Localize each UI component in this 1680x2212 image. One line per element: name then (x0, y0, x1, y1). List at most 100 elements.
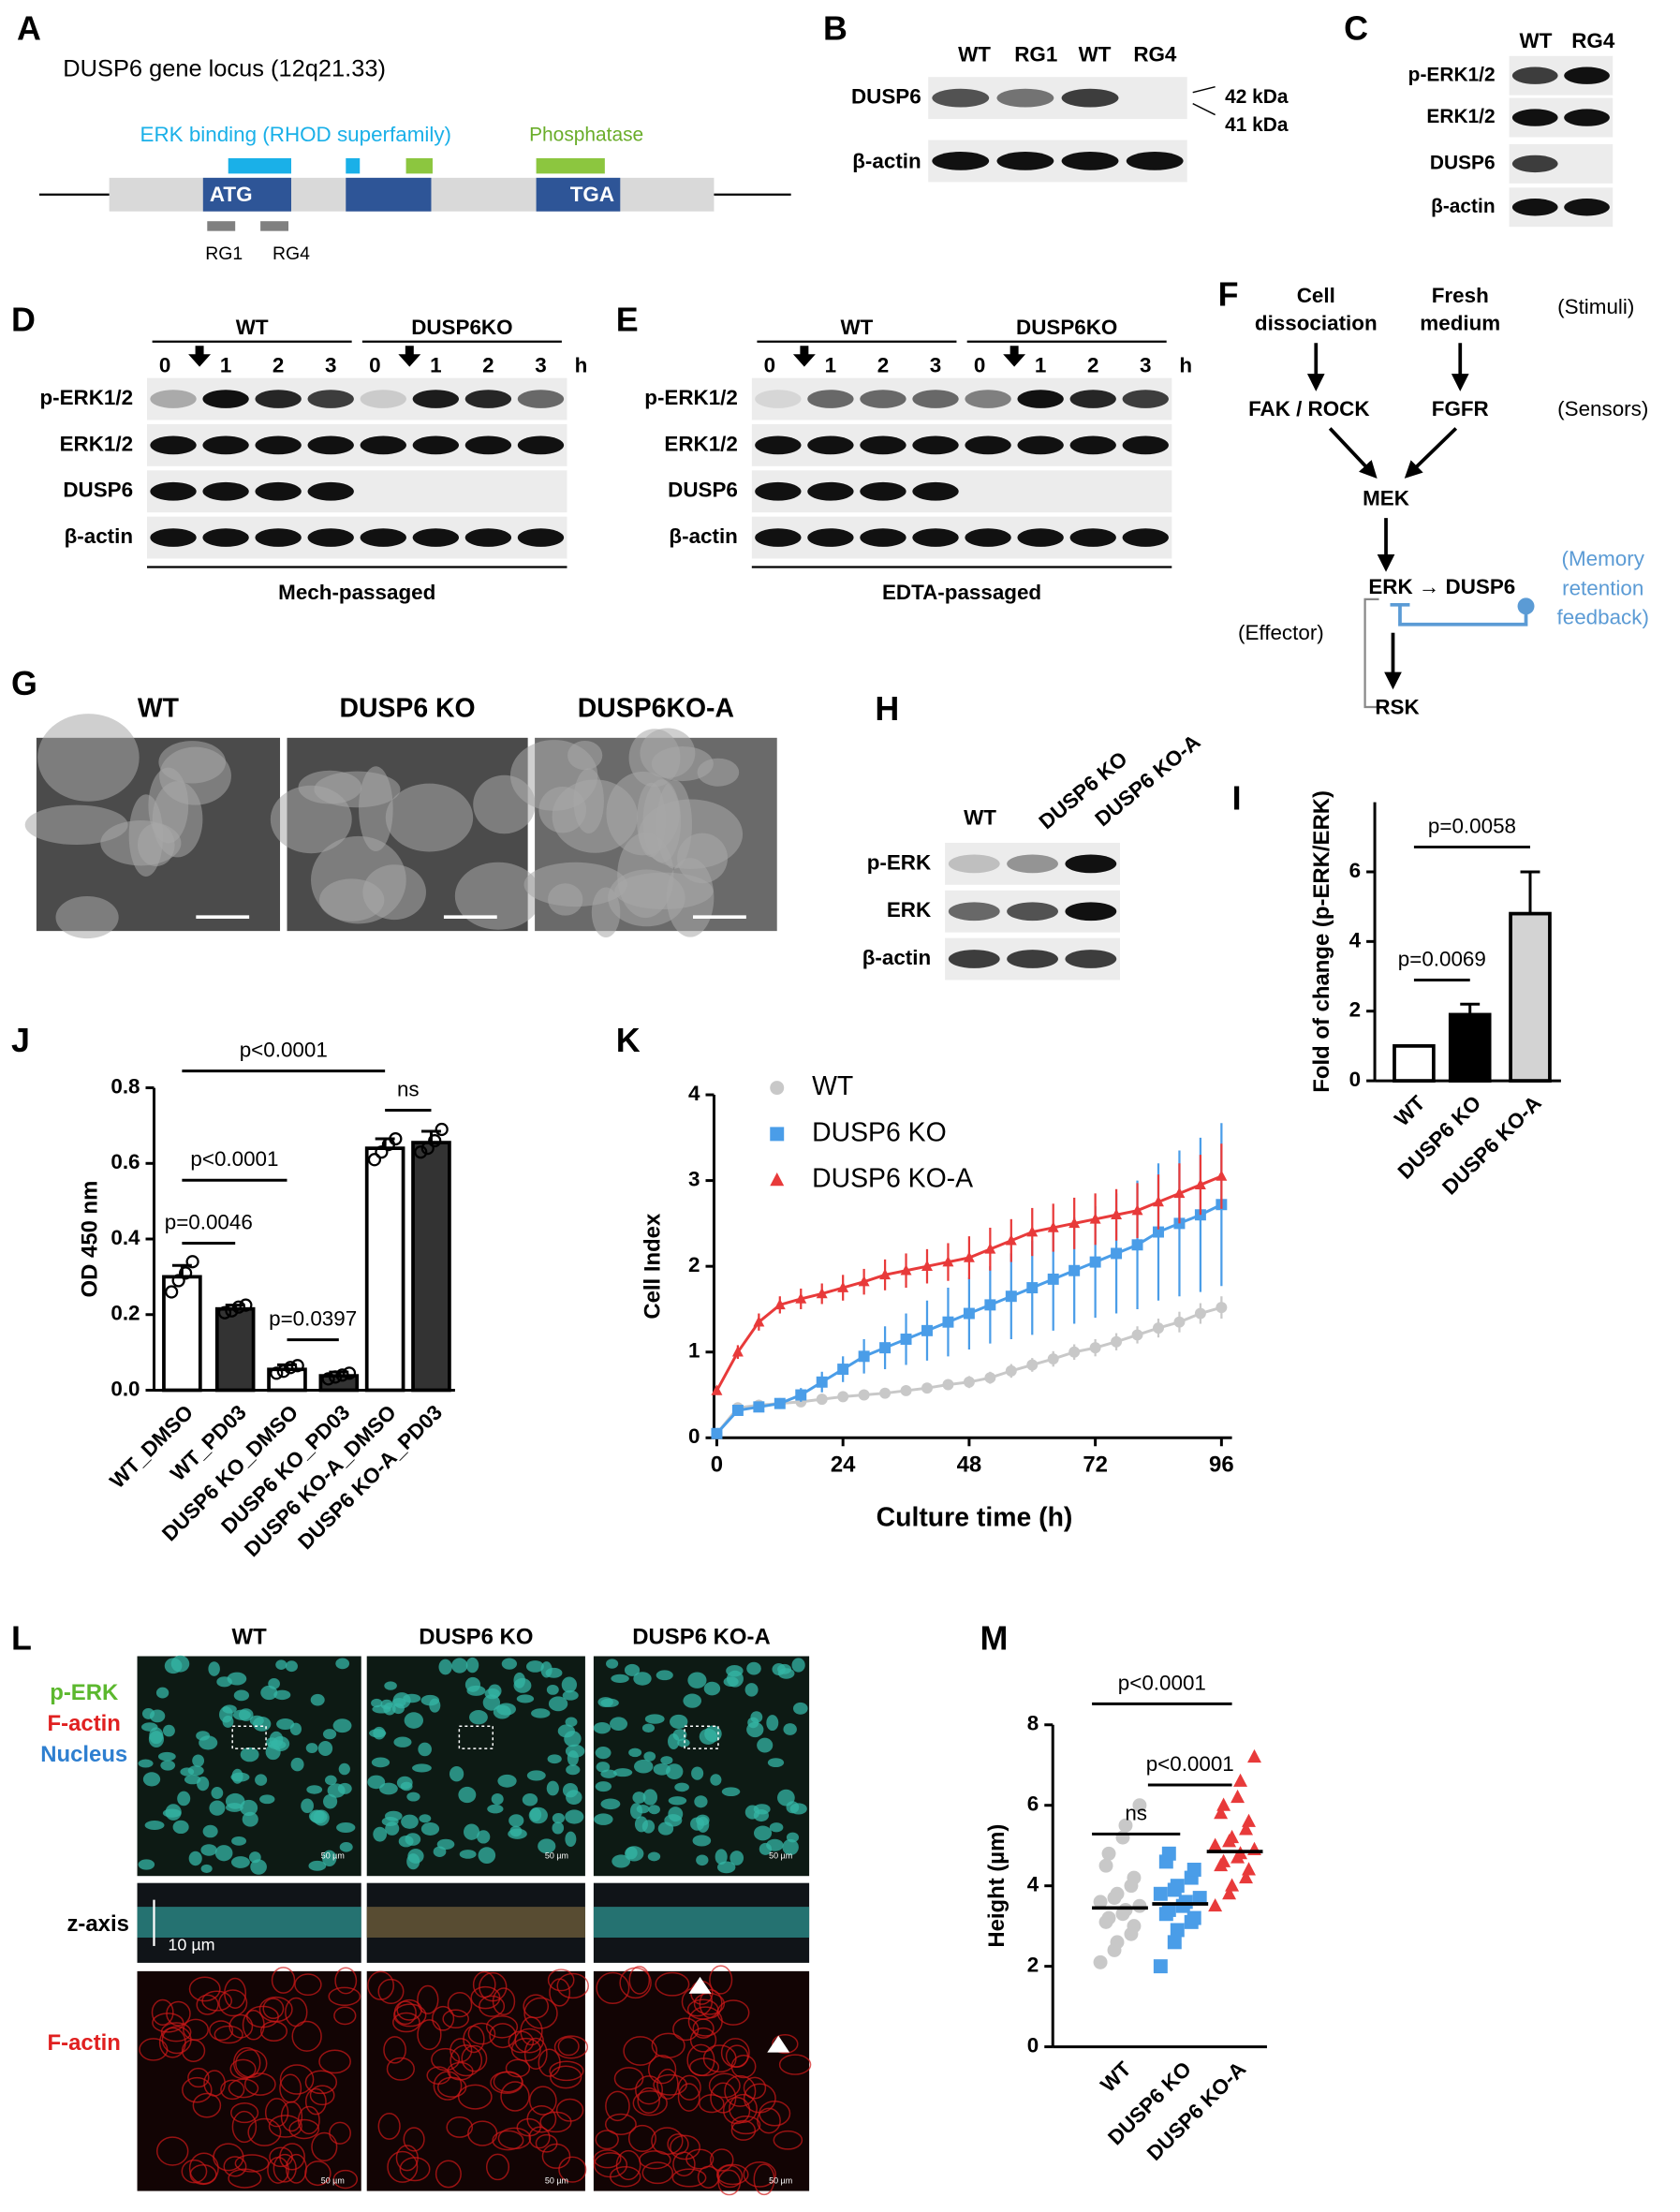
panel-label: B (823, 9, 847, 47)
marker (1111, 1208, 1123, 1220)
blot-band (517, 390, 565, 408)
marker (1170, 1879, 1185, 1894)
label: h (1179, 354, 1192, 377)
marker (1101, 1910, 1116, 1925)
marker (1005, 1364, 1017, 1377)
nucleus (522, 1792, 538, 1806)
nucleus (164, 1658, 183, 1674)
nucleus (138, 1759, 154, 1768)
marker (1005, 1234, 1017, 1246)
actin-cell (596, 1971, 630, 2005)
blot-band (755, 481, 802, 501)
marker (753, 1316, 765, 1327)
nucleus (783, 1723, 797, 1735)
panel-label: A (17, 9, 41, 47)
blot-band (517, 435, 565, 455)
actin-cell (715, 2163, 749, 2186)
dotted-roi (231, 1725, 267, 1749)
nucleus (230, 1856, 250, 1868)
nucleus (484, 1688, 500, 1700)
label: p-ERK1/2 (39, 386, 133, 409)
blot-band (1065, 950, 1117, 968)
actin-cell (553, 2035, 589, 2059)
panel-label: I (1232, 780, 1242, 818)
actin-cell (708, 2072, 741, 2099)
blot-band (932, 152, 990, 170)
x-axis-label: Culture time (h) (877, 1503, 1073, 1533)
marker (1110, 1935, 1125, 1950)
nucleus (566, 1790, 582, 1805)
actin-cell (528, 2126, 551, 2149)
blot-band (965, 390, 1011, 408)
label: 50 µm (321, 2175, 345, 2185)
x-tick-label: 96 (1209, 1453, 1234, 1478)
label: 50 µm (545, 2175, 568, 2185)
nucleus (451, 1658, 468, 1674)
blot-band (755, 435, 802, 455)
nucleus (477, 1830, 491, 1844)
blot-band (1122, 390, 1169, 408)
marker (984, 1299, 996, 1311)
size-marker (1192, 102, 1216, 116)
actin-cell (328, 1986, 361, 2007)
label: feedback) (1557, 606, 1649, 629)
data-point (375, 1145, 389, 1159)
marker (1089, 1213, 1101, 1224)
nucleus (747, 1717, 759, 1729)
nucleus (677, 1738, 690, 1747)
nucleus (322, 1793, 338, 1809)
label: β-actin (852, 149, 921, 172)
dotted-roi (458, 1725, 494, 1749)
exon (346, 177, 432, 212)
actin-cell (677, 2083, 700, 2112)
blot-band (464, 435, 512, 455)
nucleus (208, 1661, 220, 1676)
marker (795, 1292, 807, 1304)
exon (536, 177, 621, 212)
actin-cell (220, 2079, 245, 2101)
blot-band (150, 481, 197, 501)
panel-label: H (875, 690, 899, 728)
actin-cell (492, 2130, 524, 2151)
marker (1110, 1886, 1125, 1901)
actin-cell (285, 1997, 308, 2028)
blot-band (150, 435, 197, 455)
nucleus (199, 1735, 218, 1750)
nucleus (142, 1772, 161, 1787)
actin-cell (329, 2121, 351, 2145)
actin-cell (547, 1969, 575, 1992)
colony (148, 767, 189, 844)
marker (1127, 1870, 1142, 1885)
data-point (428, 1133, 442, 1148)
blot-band (1564, 109, 1610, 126)
actin-cell (267, 2156, 289, 2184)
actin-cell (510, 2037, 541, 2062)
label: p-ERK1/2 (644, 386, 738, 409)
marker (1132, 1898, 1147, 1913)
nucleus (696, 1854, 709, 1866)
annotation: p<0.0001 (190, 1147, 278, 1171)
label: Mech-passaged (278, 581, 435, 604)
nucleus (459, 1850, 477, 1859)
nucleus (595, 1747, 612, 1760)
label: WT (138, 693, 180, 723)
nucleus (301, 1798, 314, 1814)
blot-band (807, 481, 854, 501)
actin-cell (505, 2058, 531, 2078)
nucleus (786, 1832, 800, 1843)
marker (1208, 1897, 1223, 1912)
marker (1233, 1773, 1248, 1787)
colony (24, 804, 128, 845)
marker (1161, 1902, 1176, 1917)
marker (1131, 1239, 1143, 1251)
exon (202, 177, 291, 212)
x-tick-label: 24 (831, 1453, 856, 1478)
annotation: p=0.0069 (1398, 947, 1486, 970)
nucleus (612, 1768, 633, 1777)
label: RG1 (205, 243, 243, 264)
blot-band (150, 528, 197, 547)
y-axis-label: OD 450 nm (78, 1181, 103, 1298)
data-point (179, 1266, 193, 1280)
y-tick-label: 2 (1027, 1954, 1039, 1977)
label: ERK → DUSP6 (1368, 575, 1515, 598)
